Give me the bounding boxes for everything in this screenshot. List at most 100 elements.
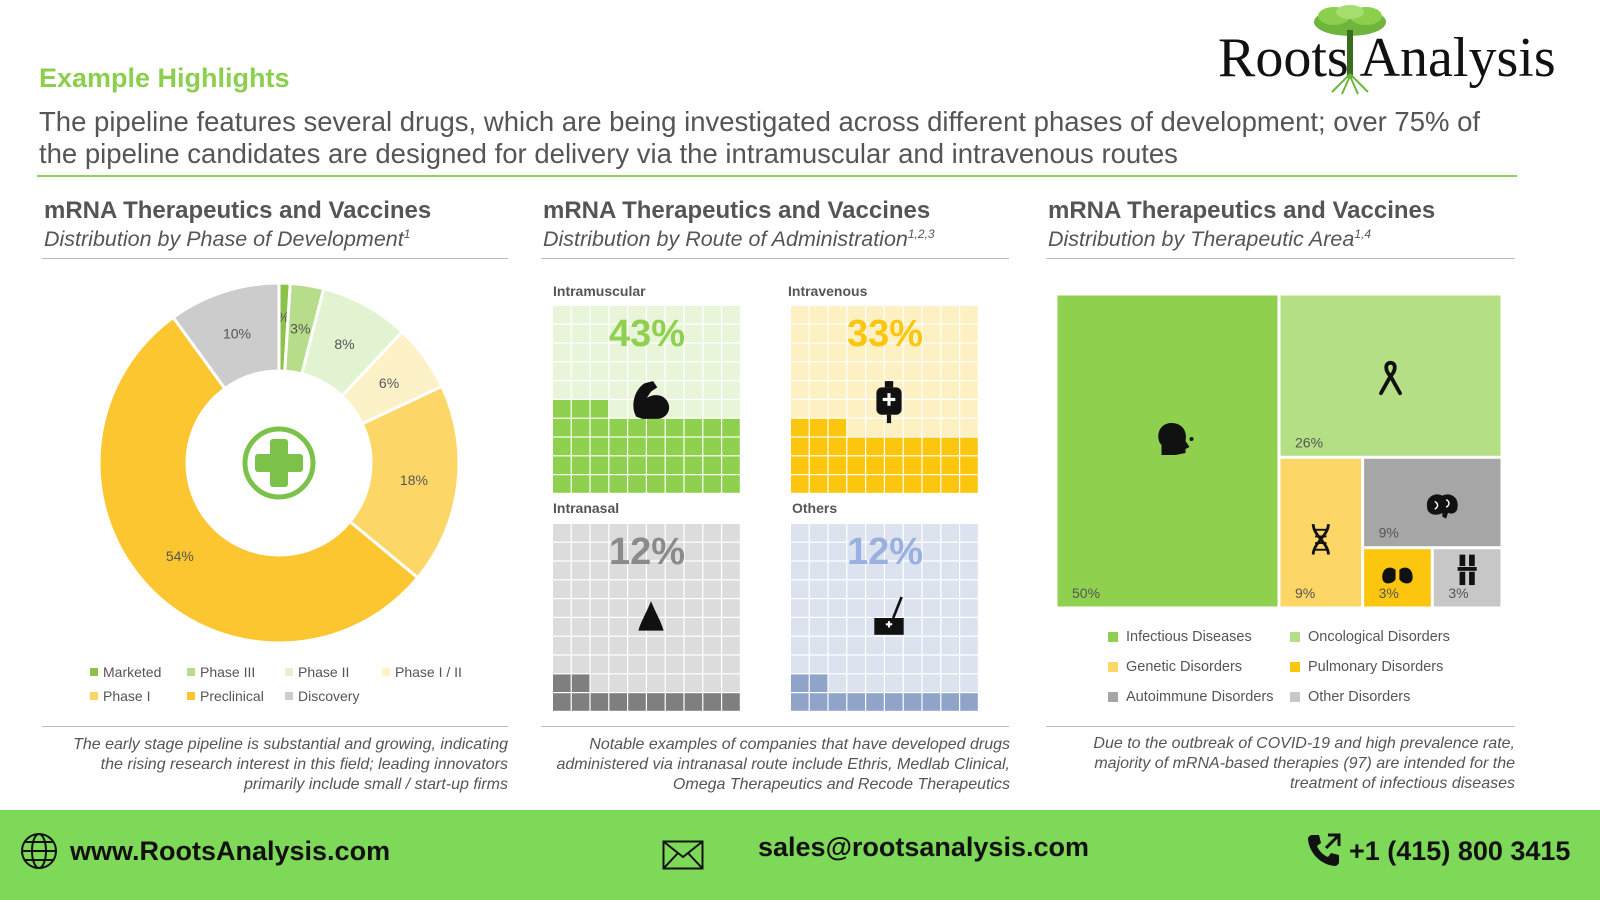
note-phase: The early stage pipeline is substantial … (73, 736, 508, 793)
waffle-cell (791, 437, 809, 456)
waffle-cell (609, 561, 627, 580)
waffle-cell (828, 618, 847, 636)
waffle-cell (722, 400, 740, 418)
waffle-cell (571, 362, 590, 380)
waffle-cell (791, 324, 809, 343)
waffle-cell (553, 324, 571, 343)
waffle-cell (609, 618, 627, 636)
waffle-cell (722, 524, 740, 542)
waffle-cell (571, 324, 590, 343)
waffle-cell (553, 418, 571, 437)
waffle-cell (722, 580, 740, 598)
waffle-category-label: Others (792, 500, 837, 516)
waffle-cell (647, 636, 665, 655)
waffle-cell (590, 542, 609, 561)
waffle-cell (960, 674, 978, 692)
waffle-cell (684, 437, 703, 456)
treemap-data-label: 3% (1448, 585, 1468, 601)
waffle-cell (684, 599, 703, 617)
waffle-cell (571, 561, 590, 580)
legend-swatch (382, 668, 390, 676)
waffle-cell (941, 362, 959, 380)
waffle-cell (828, 324, 847, 343)
donut-data-label: 54% (166, 548, 194, 564)
waffle-percent-label: 43% (609, 313, 685, 355)
waffle-cell (809, 306, 828, 324)
syringe-kit-icon (874, 596, 904, 635)
waffle-cell (684, 618, 703, 636)
waffle-cell (960, 599, 978, 617)
waffle-cell (809, 636, 828, 655)
legend-swatch (1108, 662, 1118, 672)
waffle-cell (609, 655, 627, 674)
waffle-cell (960, 542, 978, 561)
waffle-cell (609, 418, 627, 437)
waffle-cell (628, 542, 646, 561)
waffle-cell (553, 580, 571, 598)
panel-3-divider (1046, 258, 1515, 259)
waffle-cell (922, 381, 941, 399)
waffle-cell (922, 561, 941, 580)
waffle-cell (722, 655, 740, 674)
waffle-cell (847, 418, 865, 437)
waffle-cell (922, 475, 941, 493)
waffle-cell (665, 580, 684, 598)
waffle-cell (571, 437, 590, 456)
waffle-cell (553, 456, 571, 474)
waffle-cell (828, 580, 847, 598)
waffle-cell (571, 381, 590, 399)
donut-data-label: 6% (379, 375, 399, 391)
waffle-cell (828, 475, 847, 493)
waffle-cell (571, 306, 590, 324)
waffle-cell (809, 655, 828, 674)
waffle-cell (960, 524, 978, 542)
waffle-cell (703, 381, 721, 399)
waffle-cell (960, 324, 978, 343)
panel-1-divider (42, 258, 508, 259)
waffle-cell (684, 324, 703, 343)
waffle-cell (903, 580, 922, 598)
waffle-cell (571, 580, 590, 598)
waffle-cell (571, 343, 590, 362)
waffle-cell (609, 580, 627, 598)
waffle-cell (885, 636, 903, 655)
waffle-cell (828, 599, 847, 617)
waffle-cell (809, 456, 828, 474)
waffle-cell (647, 456, 665, 474)
waffle-cell (922, 599, 941, 617)
waffle-cell (828, 418, 847, 437)
waffle-cell (847, 362, 865, 380)
waffle-cell (847, 381, 865, 399)
waffle-cell (722, 324, 740, 343)
waffle-cell (647, 343, 665, 362)
waffle-cell (722, 437, 740, 456)
waffle-cell (791, 456, 809, 474)
waffle-cell (609, 524, 627, 542)
waffle-cell (647, 475, 665, 493)
treemap-legend-item: Infectious Diseases (1108, 629, 1252, 645)
phone-link[interactable]: +1 (415) 800 3415 (1349, 836, 1571, 866)
waffle-cell (847, 580, 865, 598)
lungs-icon (1382, 556, 1413, 584)
waffle-cell (628, 475, 646, 493)
waffle-cell (703, 636, 721, 655)
waffle-cell (866, 580, 884, 598)
waffle-cell (960, 636, 978, 655)
waffle-cell (941, 524, 959, 542)
waffle-cell (722, 561, 740, 580)
waffle-cell (960, 693, 978, 711)
waffle-cell (809, 693, 828, 711)
website-link[interactable]: www.RootsAnalysis.com (70, 836, 391, 866)
legend-label: Autoimmune Disorders (1126, 689, 1274, 705)
legend-label: Infectious Diseases (1126, 629, 1252, 645)
panel-3-title: mRNA Therapeutics and Vaccines (1048, 197, 1436, 224)
waffle-cell (922, 343, 941, 362)
header-divider (37, 175, 1517, 177)
waffle-cell (609, 437, 627, 456)
waffle-cell (960, 475, 978, 493)
waffle-cell (791, 418, 809, 437)
section-kicker: Example Highlights (39, 63, 290, 93)
waffle-cell (847, 636, 865, 655)
email-link[interactable]: sales@rootsanalysis.com (758, 832, 1089, 862)
waffle-cell (590, 381, 609, 399)
